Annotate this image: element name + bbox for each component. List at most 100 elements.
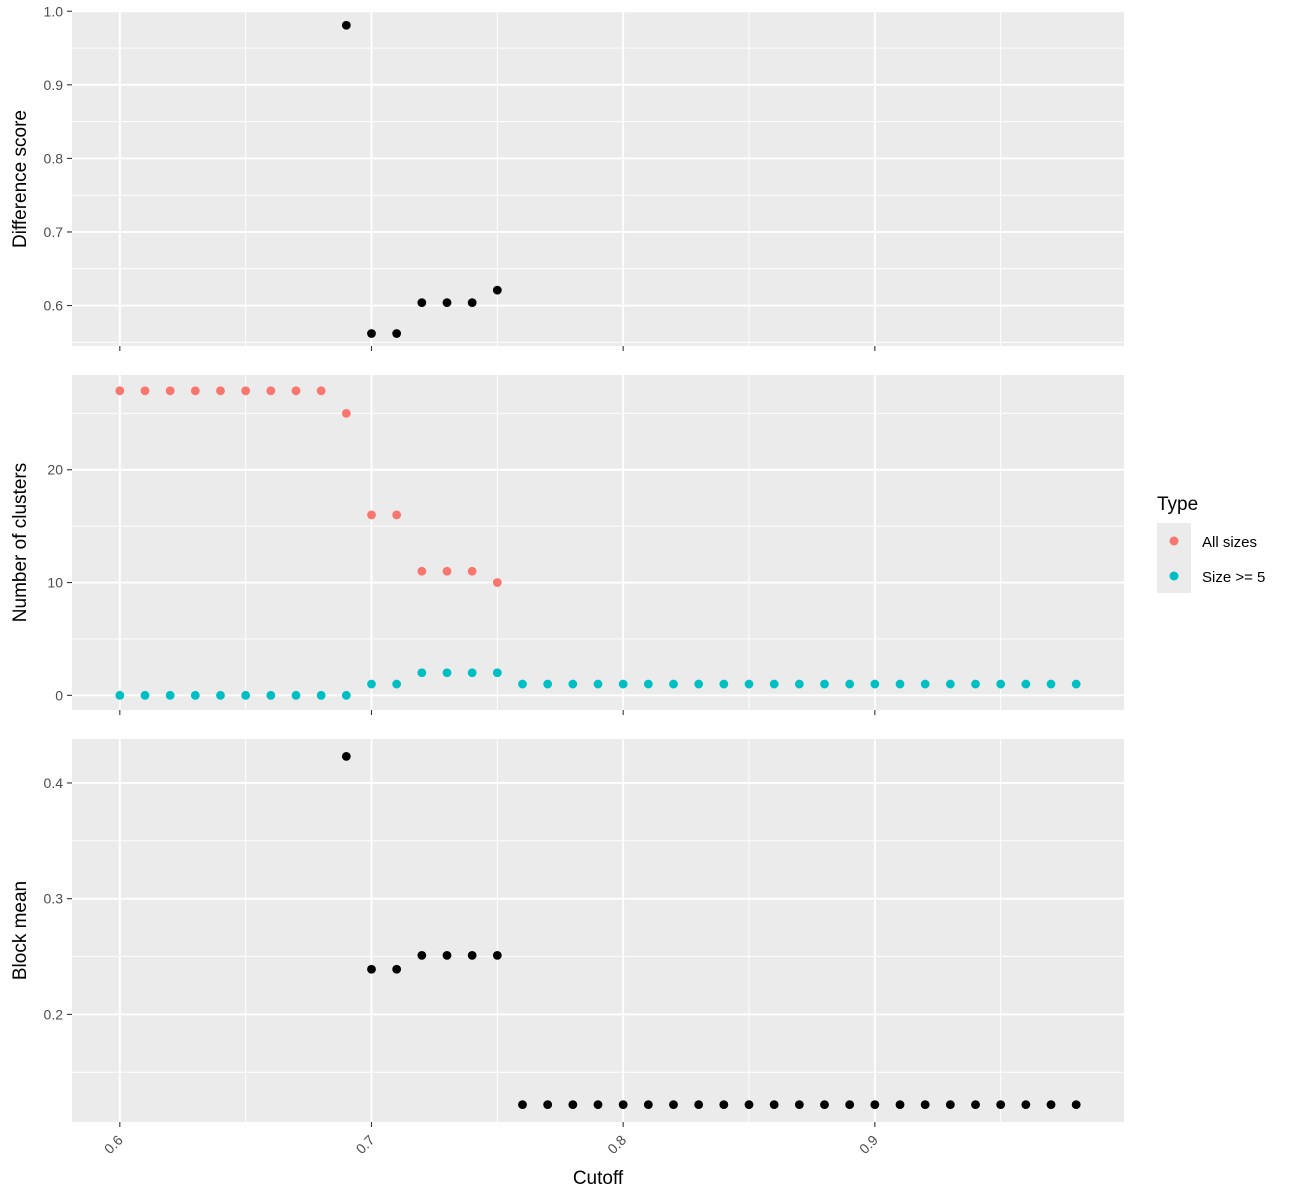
data-point — [341, 751, 351, 761]
y-tick-label: 0 — [55, 687, 63, 703]
data-point — [417, 566, 427, 576]
y-axis-title-number-of-clusters: Number of clusters — [10, 463, 31, 622]
data-point — [492, 285, 502, 295]
y-axis-title-block-mean: Block mean — [10, 881, 31, 980]
legend-title: Type — [1157, 494, 1198, 515]
data-point — [568, 1100, 578, 1110]
data-point — [568, 679, 578, 689]
data-point — [669, 1100, 678, 1110]
data-point — [417, 950, 427, 960]
data-point — [392, 329, 402, 338]
data-point — [945, 679, 955, 689]
data-point — [492, 578, 502, 587]
data-point — [895, 679, 905, 689]
data-point — [165, 386, 175, 396]
x-tick-label: 0.6 — [101, 1132, 126, 1157]
data-point — [719, 1100, 729, 1110]
data-point — [1071, 679, 1081, 689]
data-point — [996, 1100, 1006, 1110]
y-tick-label: 20 — [47, 462, 63, 478]
data-point — [190, 690, 200, 700]
legend-key-background — [1157, 523, 1191, 593]
data-point — [996, 679, 1006, 689]
data-point — [543, 1100, 553, 1110]
data-point — [643, 679, 653, 689]
data-point — [417, 298, 427, 307]
data-point — [442, 298, 452, 307]
y-tick-label: 0.6 — [44, 298, 64, 314]
y-tick-label: 0.7 — [44, 224, 64, 240]
data-point — [467, 668, 477, 678]
data-point — [442, 668, 452, 678]
panel-block-mean: 0.2 0.3 0.4 Block mean — [10, 739, 1124, 1127]
data-point — [895, 1100, 905, 1110]
legend-key-all-sizes — [1169, 536, 1179, 546]
y-tick-label: 0.9 — [44, 77, 64, 93]
data-point — [341, 408, 351, 418]
data-point — [794, 679, 804, 689]
data-point — [618, 679, 628, 689]
data-point — [417, 668, 427, 678]
data-point — [769, 1100, 779, 1110]
data-point — [392, 679, 402, 689]
y-tick-label: 0.2 — [44, 1006, 64, 1022]
data-point — [618, 1100, 628, 1110]
data-point — [945, 1100, 955, 1110]
data-point — [367, 964, 376, 974]
data-point — [971, 679, 980, 689]
data-point — [392, 964, 402, 974]
data-point — [291, 386, 301, 396]
data-point — [316, 690, 326, 700]
data-point — [492, 950, 502, 960]
data-point — [518, 679, 527, 689]
data-point — [367, 329, 376, 338]
data-point — [643, 1100, 653, 1110]
legend-key-size-ge-5 — [1169, 571, 1179, 581]
panel-difference-score: 0.6 0.7 0.8 0.9 1.0 Difference score — [10, 3, 1124, 351]
data-point — [316, 386, 326, 396]
data-point — [341, 690, 351, 700]
data-point — [1046, 679, 1056, 689]
x-tick-label: 0.8 — [604, 1132, 629, 1157]
data-point — [744, 1100, 754, 1110]
panel-background — [72, 375, 1124, 710]
data-point — [694, 679, 704, 689]
data-point — [115, 386, 125, 396]
data-point — [140, 386, 150, 396]
data-point — [593, 1100, 603, 1110]
data-point — [241, 690, 251, 700]
data-point — [367, 679, 376, 689]
data-point — [920, 679, 930, 689]
legend: Type All sizes Size >= 5 — [1157, 494, 1265, 593]
y-tick-label: 0.3 — [44, 891, 64, 907]
data-point — [744, 679, 754, 689]
panel-number-of-clusters: 0 10 20 Number of clusters — [10, 375, 1124, 715]
data-point — [266, 690, 276, 700]
data-point — [518, 1100, 527, 1110]
data-point — [216, 386, 225, 396]
data-point — [1046, 1100, 1056, 1110]
data-point — [165, 690, 175, 700]
y-axis-title-difference-score: Difference score — [10, 110, 31, 248]
panel-background — [72, 12, 1124, 346]
data-point — [190, 386, 200, 396]
data-point — [593, 679, 603, 689]
y-tick-label: 0.8 — [44, 150, 64, 166]
x-axis-title: Cutoff — [573, 1168, 624, 1189]
data-point — [291, 690, 301, 700]
data-point — [1021, 679, 1031, 689]
x-tick-label: 0.7 — [353, 1132, 378, 1157]
data-point — [669, 679, 678, 689]
data-point — [920, 1100, 930, 1110]
legend-label-all-sizes: All sizes — [1202, 534, 1257, 551]
data-point — [266, 386, 276, 396]
data-point — [1021, 1100, 1031, 1110]
data-point — [241, 386, 251, 396]
data-point — [467, 298, 477, 307]
data-point — [719, 679, 729, 689]
y-tick-label: 1.0 — [44, 3, 64, 19]
data-point — [870, 1100, 880, 1110]
data-point — [694, 1100, 704, 1110]
data-point — [115, 690, 125, 700]
